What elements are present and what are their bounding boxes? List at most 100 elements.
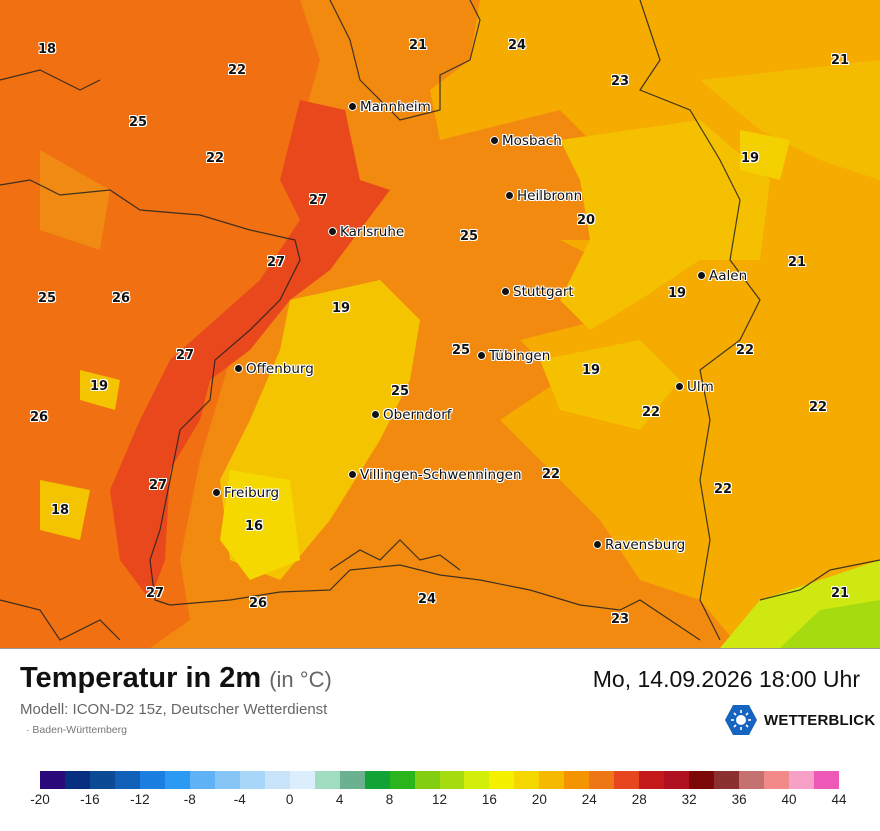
temperature-value: 23	[610, 74, 630, 89]
wetterblick-logo[interactable]: WETTERBLICK	[724, 704, 875, 736]
temperature-value: 21	[787, 255, 807, 270]
temperature-value: 27	[266, 255, 286, 270]
city-dot-icon	[234, 363, 243, 373]
temperature-value: 19	[89, 379, 109, 394]
city-label: Villingen-Schwenningen	[348, 467, 522, 483]
temperature-value: 19	[331, 301, 351, 316]
color-swatch	[414, 771, 440, 789]
temperature-value: 27	[145, 586, 165, 601]
scale-tick-label: 0	[285, 792, 294, 807]
city-name: Tübingen	[489, 348, 551, 364]
city-dot-icon	[675, 381, 684, 391]
temperature-value: 25	[459, 229, 479, 244]
color-swatch	[739, 771, 765, 789]
temperature-value: 24	[417, 592, 437, 607]
color-swatch	[389, 771, 415, 789]
city-dot-icon	[348, 101, 357, 111]
color-swatch	[64, 771, 90, 789]
color-swatch	[564, 771, 590, 789]
temperature-value: 18	[37, 42, 57, 57]
temperature-value: 25	[390, 384, 410, 399]
temperature-value: 19	[581, 363, 601, 378]
color-swatch	[789, 771, 815, 789]
temperature-value: 24	[507, 38, 527, 53]
city-dot-icon	[490, 135, 499, 145]
color-swatch	[40, 771, 65, 789]
temperature-value: 26	[111, 291, 131, 306]
color-swatch	[264, 771, 290, 789]
scale-tick-label: 36	[731, 792, 747, 807]
city-name: Oberndorf	[383, 407, 452, 423]
temperature-value: 21	[408, 38, 428, 53]
color-swatch	[814, 771, 839, 789]
color-swatch	[239, 771, 265, 789]
scale-tick-label: 12	[431, 792, 448, 807]
scale-tick-label: -16	[80, 792, 100, 807]
color-swatch	[114, 771, 140, 789]
city-label: Mannheim	[348, 99, 431, 115]
city-name: Ravensburg	[605, 537, 686, 553]
temperature-value: 22	[808, 400, 828, 415]
scale-tick-label: 8	[385, 792, 394, 807]
scale-tick-label: -20	[30, 792, 50, 807]
color-swatch	[339, 771, 365, 789]
temperature-value: 18	[50, 503, 70, 518]
temperature-value: 25	[451, 343, 471, 358]
scale-tick-label: 44	[831, 792, 847, 807]
scale-tick-label: -4	[233, 792, 246, 807]
city-name: Karlsruhe	[340, 224, 405, 240]
color-swatch	[214, 771, 240, 789]
city-dot-icon	[697, 270, 706, 280]
city-name: Aalen	[709, 268, 748, 284]
color-swatch	[364, 771, 390, 789]
scale-tick-label: -8	[183, 792, 196, 807]
temperature-value: 19	[740, 151, 760, 166]
city-label: Mosbach	[490, 133, 562, 149]
city-name: Heilbronn	[517, 188, 583, 204]
city-name: Ulm	[687, 379, 714, 395]
city-label: Offenburg	[234, 361, 314, 377]
color-swatch	[664, 771, 690, 789]
city-label: Karlsruhe	[328, 224, 404, 240]
city-dot-icon	[212, 487, 221, 497]
city-dot-icon	[501, 286, 510, 296]
city-label: Ravensburg	[593, 537, 685, 553]
scale-tick-label: -12	[130, 792, 150, 807]
city-label: Oberndorf	[371, 407, 452, 423]
city-dot-icon	[477, 350, 486, 360]
color-swatch	[689, 771, 715, 789]
color-swatch	[464, 771, 490, 789]
color-swatch	[289, 771, 315, 789]
temperature-map: Mannheim Mosbach Heilbronn Karlsruhe Aalen St…	[0, 0, 880, 648]
color-swatch	[139, 771, 165, 789]
city-name: Offenburg	[246, 361, 314, 377]
temperature-value: 22	[713, 482, 733, 497]
scale-tick-label: 32	[681, 792, 697, 807]
color-swatch	[189, 771, 215, 789]
city-label: Freiburg	[212, 485, 279, 501]
temperature-value: 27	[308, 193, 328, 208]
title-unit: (in °C)	[269, 667, 332, 692]
temperature-value: 22	[205, 151, 225, 166]
city-dot-icon	[505, 190, 514, 200]
color-scale	[40, 771, 839, 789]
color-swatch	[164, 771, 190, 789]
temperature-value: 16	[244, 519, 264, 534]
city-label: Aalen	[697, 268, 747, 284]
city-name: Stuttgart	[513, 284, 574, 300]
city-dot-icon	[348, 469, 357, 479]
color-swatch	[639, 771, 665, 789]
forecast-datetime: Mo, 14.09.2026 18:00 Uhr	[592, 666, 860, 692]
city-name: Freiburg	[224, 485, 280, 501]
temperature-value: 22	[735, 343, 755, 358]
scale-tick-label: 40	[781, 792, 797, 807]
sun-logo-icon	[725, 705, 757, 735]
color-swatch	[764, 771, 790, 789]
model-info: Modell: ICON-D2 15z, Deutscher Wetterdie…	[20, 701, 328, 718]
color-swatch	[514, 771, 540, 789]
color-swatch	[714, 771, 740, 789]
title-text: Temperatur in 2m	[20, 662, 262, 694]
temperature-value: 22	[641, 405, 661, 420]
color-swatch	[614, 771, 640, 789]
scale-tick-label: 28	[631, 792, 647, 807]
